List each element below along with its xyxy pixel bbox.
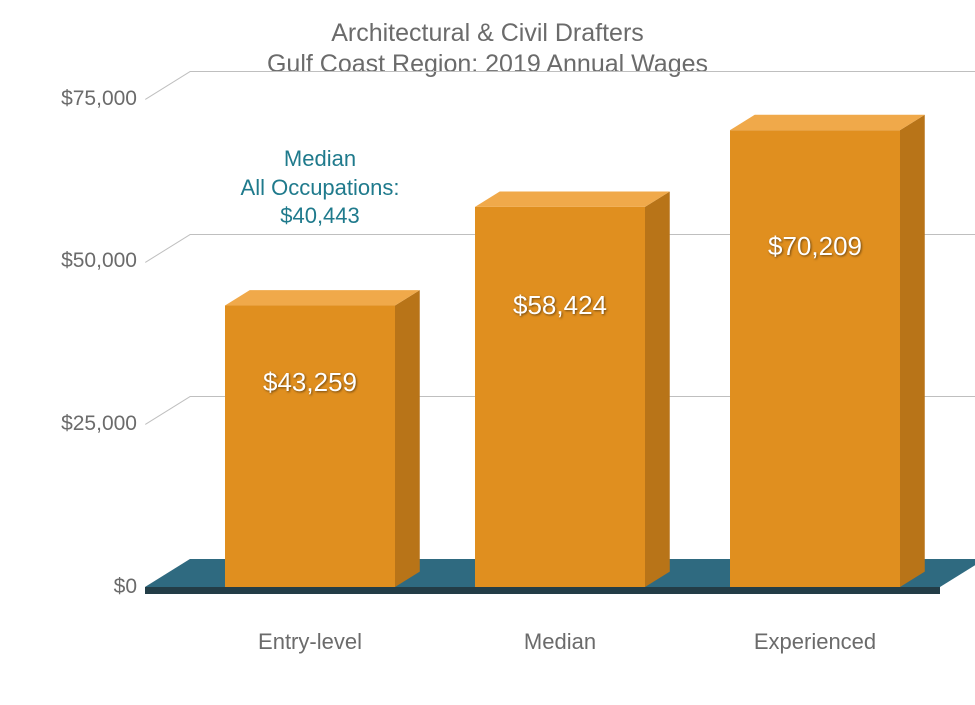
annotation-line: $40,443 [200, 202, 440, 231]
median-all-occupations-annotation: MedianAll Occupations:$40,443 [200, 145, 440, 231]
wage-bar-chart: Architectural & Civil DraftersGulf Coast… [0, 0, 975, 705]
annotation-line: All Occupations: [200, 174, 440, 203]
bar-value-label: $70,209 [730, 231, 900, 262]
x-category-label: Experienced [710, 629, 920, 655]
annotation-line: Median [200, 145, 440, 174]
